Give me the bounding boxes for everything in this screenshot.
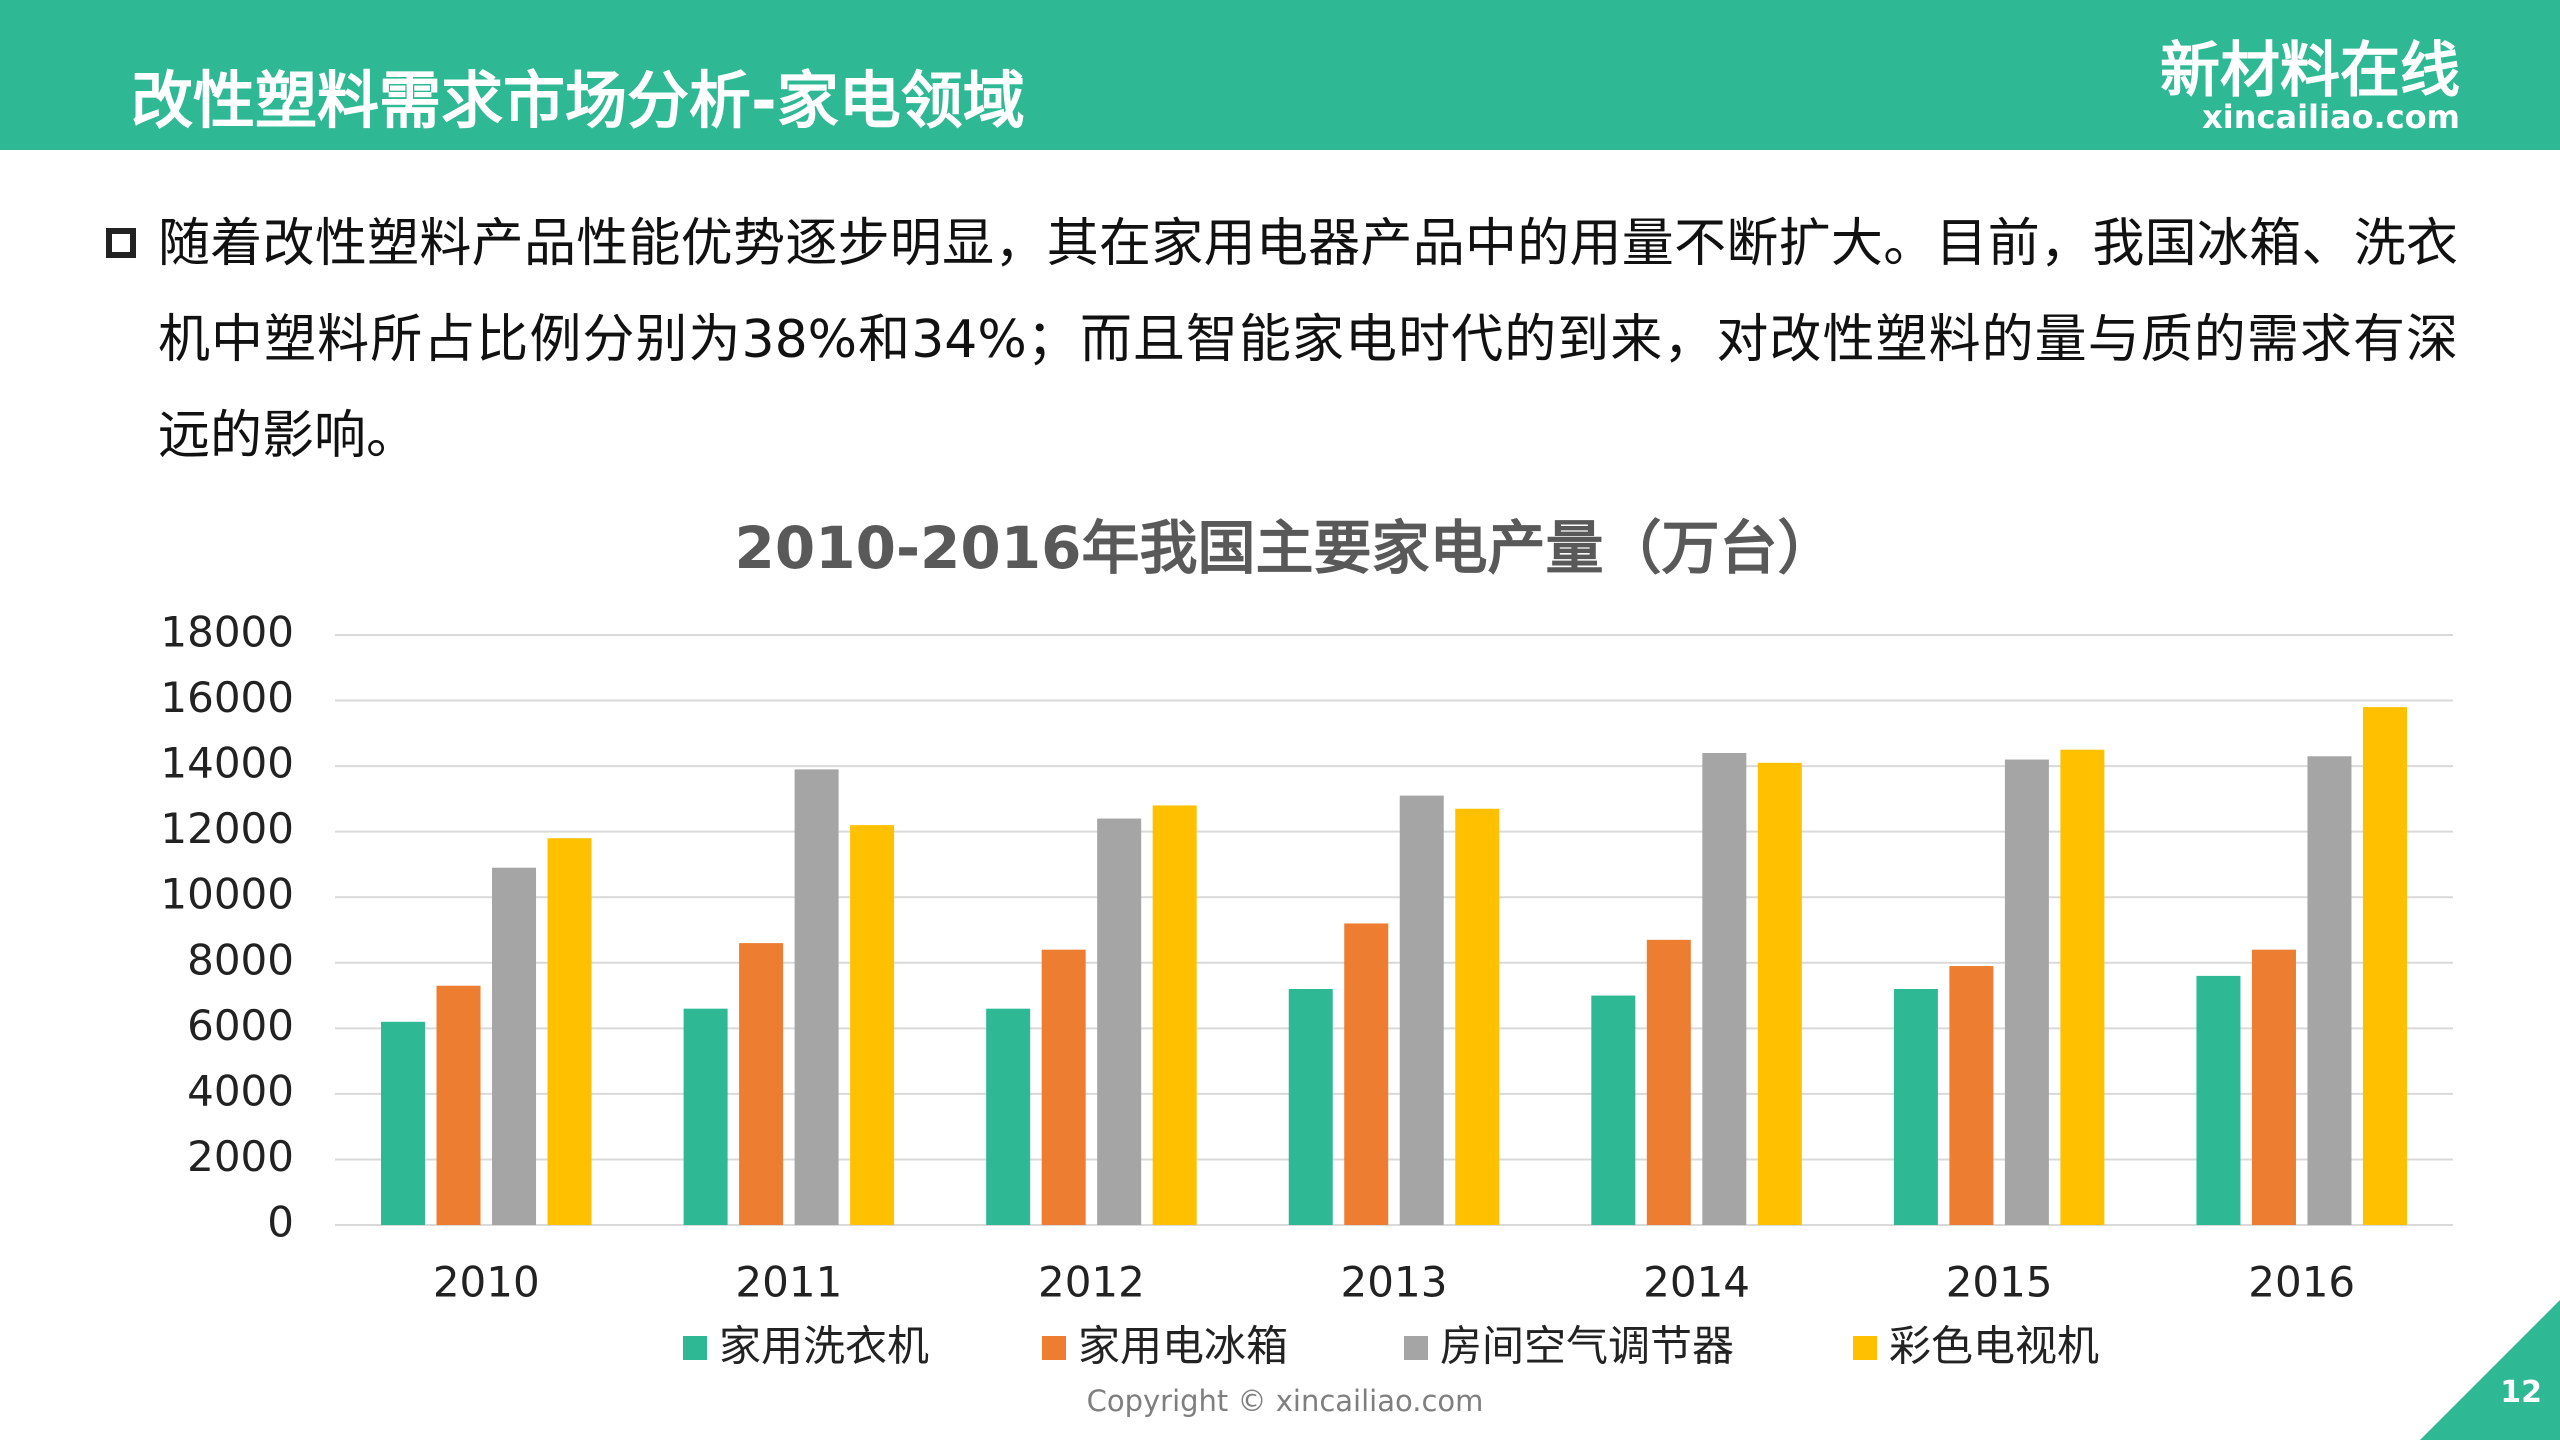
bullet-icon [106, 228, 136, 258]
bar [1591, 995, 1636, 1225]
bar [683, 1008, 728, 1225]
y-tick-label: 14000 [160, 739, 294, 788]
x-tick-label: 2013 [1341, 1258, 1448, 1307]
bar [2307, 756, 2352, 1225]
legend-label: 彩色电视机 [1889, 1322, 2099, 1371]
bar [1097, 818, 1142, 1225]
y-tick-label: 0 [267, 1198, 294, 1247]
bar [1344, 923, 1389, 1225]
bar [2060, 749, 2105, 1225]
bar [1455, 808, 1500, 1225]
y-tick-label: 8000 [187, 935, 294, 984]
bar [1041, 949, 1086, 1225]
bar [850, 825, 895, 1225]
copyright: Copyright © xincailiao.com [1086, 1384, 1484, 1418]
bar [986, 1008, 1031, 1225]
x-tick-label: 2014 [1643, 1258, 1750, 1307]
bar [436, 985, 481, 1225]
bar [1949, 966, 1994, 1225]
legend-swatch [683, 1336, 707, 1360]
chart-title: 2010-2016年我国主要家电产量（万台） [735, 514, 1836, 582]
bullet-text: 随着改性塑料产品性能优势逐步明显，其在家用电器产品中的用量不断扩大。目前，我国冰… [158, 214, 2458, 466]
bar [2251, 949, 2296, 1225]
page-number: 12 [2500, 1375, 2542, 1410]
bar [1757, 762, 1802, 1225]
bar [1646, 939, 1691, 1225]
bar [2196, 975, 2241, 1225]
bar [794, 769, 839, 1225]
x-tick-label: 2012 [1038, 1258, 1145, 1307]
bar [1152, 805, 1197, 1225]
bar [381, 1021, 426, 1225]
y-tick-label: 10000 [160, 870, 294, 919]
slide-title: 改性塑料需求市场分析-家电领域 [131, 64, 1025, 137]
legend-swatch [1404, 1336, 1428, 1360]
bar [492, 867, 537, 1225]
bar [1702, 753, 1747, 1225]
bar [2004, 759, 2049, 1225]
x-tick-label: 2010 [433, 1258, 540, 1307]
legend-label: 房间空气调节器 [1440, 1322, 1734, 1371]
x-tick-label: 2015 [1946, 1258, 2053, 1307]
bar [1288, 989, 1333, 1225]
x-tick-label: 2016 [2248, 1258, 2355, 1307]
legend-swatch [1853, 1336, 1877, 1360]
bar [2362, 707, 2407, 1225]
page-corner [2420, 1300, 2560, 1440]
y-tick-label: 6000 [187, 1001, 294, 1050]
y-tick-label: 16000 [160, 673, 294, 722]
logo-name: 新材料在线 [2160, 36, 2460, 106]
y-tick-label: 12000 [160, 804, 294, 853]
header-bar [0, 0, 2560, 150]
bar [547, 838, 592, 1225]
bar [739, 943, 784, 1225]
y-tick-label: 4000 [187, 1066, 294, 1115]
logo-url: xincailiao.com [2202, 98, 2460, 136]
y-tick-label: 18000 [160, 608, 294, 657]
bar [1399, 795, 1444, 1225]
legend-label: 家用电冰箱 [1078, 1322, 1288, 1371]
y-tick-label: 2000 [187, 1132, 294, 1181]
legend-label: 家用洗衣机 [719, 1322, 929, 1371]
legend-swatch [1042, 1336, 1066, 1360]
bar [1893, 989, 1938, 1225]
x-tick-label: 2011 [735, 1258, 842, 1307]
